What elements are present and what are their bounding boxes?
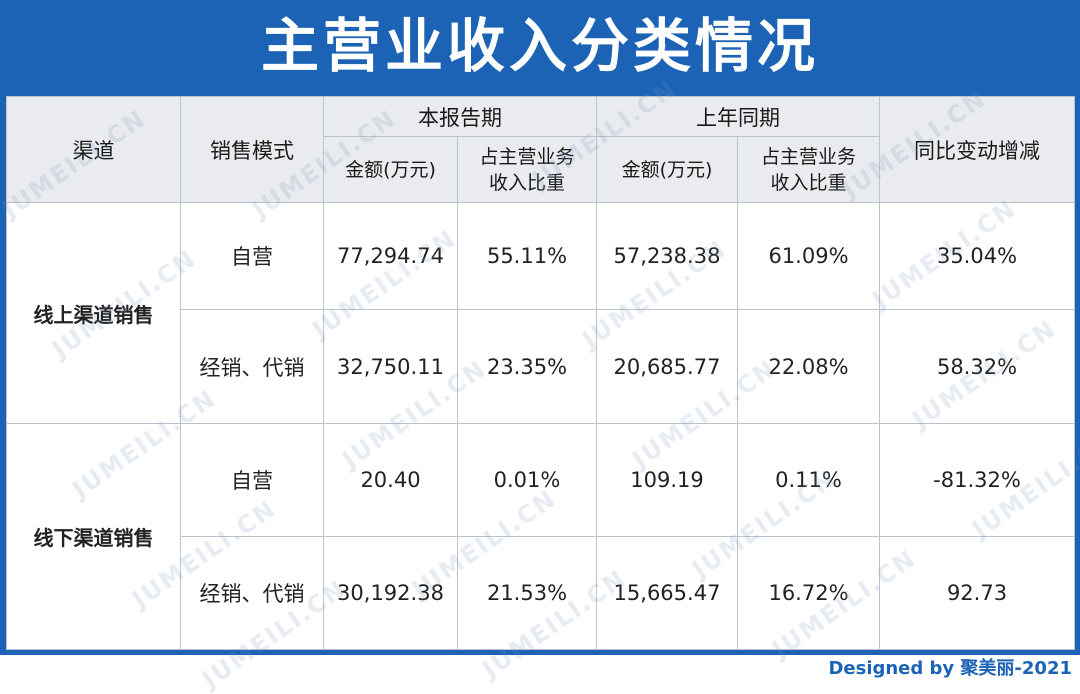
prev-amount-cell: 15,665.47 (596, 536, 738, 650)
channel-offline: 线下渠道销售 (6, 423, 181, 650)
footer-credit: Designed by 聚美丽-2021 (828, 658, 1072, 679)
prev-amount-cell: 20,685.77 (596, 309, 738, 424)
cur-amount-cell: 20.40 (323, 423, 458, 537)
prev-share-cell: 22.08% (737, 309, 880, 424)
mode-cell: 经销、代销 (180, 309, 324, 424)
cur-share-cell: 55.11% (457, 202, 597, 310)
revenue-table: 渠道 销售模式 本报告期 上年同期 同比变动增减 金额(万元) 占主营业务收入比… (6, 96, 1075, 650)
header-prior-amount: 金额(万元) (596, 136, 738, 203)
prev-share-cell: 16.72% (737, 536, 880, 650)
table-row: 线上渠道销售 自营 77,294.74 55.11% 57,238.38 61.… (6, 202, 1075, 424)
cur-share-cell: 23.35% (457, 309, 597, 424)
share-line1: 占主营业务 (479, 145, 575, 168)
cur-share-cell: 21.53% (457, 536, 597, 650)
header-current-amount: 金额(万元) (323, 136, 458, 203)
channel-online: 线上渠道销售 (6, 202, 181, 424)
prev-share-cell: 0.11% (737, 423, 880, 537)
yoy-cell: 58.32% (879, 309, 1075, 424)
table-row: 经销、代销 30,192.38 21.53% 15,665.47 16.72% … (7, 536, 1075, 650)
cur-amount-cell: 32,750.11 (323, 309, 458, 424)
header-mode: 销售模式 (180, 96, 324, 203)
table-row: 线下渠道销售 自营 20.40 0.01% 109.19 0.11% -81.3… (6, 423, 1075, 650)
prev-amount-cell: 57,238.38 (596, 202, 738, 310)
header-current-share: 占主营业务 收入比重 (457, 136, 597, 203)
yoy-cell: -81.32% (879, 423, 1075, 537)
mode-cell: 自营 (180, 423, 324, 537)
mode-cell: 经销、代销 (180, 536, 324, 650)
header-channel: 渠道 (6, 96, 181, 203)
cur-amount-cell: 77,294.74 (323, 202, 458, 310)
header-current-period: 本报告期 (323, 96, 597, 137)
share-line2: 收入比重 (488, 171, 565, 194)
table-row: 经销、代销 32,750.11 23.35% 20,685.77 22.08% … (7, 309, 1075, 424)
share-line1: 占主营业务 (760, 145, 856, 168)
cur-amount-cell: 30,192.38 (323, 536, 458, 650)
header-prior-share: 占主营业务 收入比重 (737, 136, 880, 203)
mode-cell: 自营 (180, 202, 324, 310)
header-prior-period: 上年同期 (596, 96, 880, 137)
yoy-cell: 92.73 (879, 536, 1075, 650)
header-yoy: 同比变动增减 (879, 96, 1075, 203)
cur-share-cell: 0.01% (457, 423, 597, 537)
share-line2: 收入比重 (770, 171, 847, 194)
page-title: 主营业收入分类情况 (260, 12, 819, 80)
prev-amount-cell: 109.19 (596, 423, 738, 537)
yoy-cell: 35.04% (879, 202, 1075, 310)
prev-share-cell: 61.09% (737, 202, 880, 310)
